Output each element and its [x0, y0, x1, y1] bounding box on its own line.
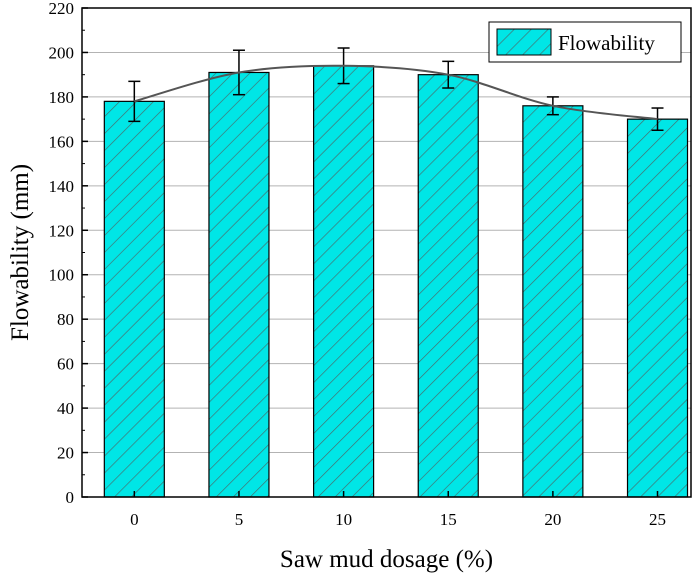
x-axis-ticks: 0 5 10 15 20 25 [130, 491, 666, 529]
x-tick-label: 5 [235, 510, 244, 529]
trend-line [134, 64, 658, 121]
bar [103, 100, 165, 498]
y-axis-ticks: 0 20 40 60 80 100 120 140 160 180 200 220 [49, 0, 88, 507]
plot-frame [81, 7, 692, 498]
bar [417, 74, 479, 498]
y-axis-title: Flowability (mm) [7, 164, 34, 341]
x-axis-title: Saw mud dosage (%) [280, 546, 493, 573]
y-tick-label: 140 [49, 177, 75, 196]
y-tick-label: 20 [57, 444, 74, 463]
bar [626, 118, 689, 498]
y-tick-label: 220 [49, 0, 75, 18]
bar [522, 105, 584, 498]
x-tick-label: 20 [544, 510, 561, 529]
bars [103, 65, 689, 498]
y-tick-label: 160 [49, 132, 75, 151]
y-tick-label: 0 [66, 488, 75, 507]
y-tick-label: 200 [49, 43, 75, 62]
legend-label: Flowability [558, 31, 655, 55]
y-tick-label: 80 [57, 310, 74, 329]
x-tick-label: 25 [649, 510, 666, 529]
y-tick-label: 60 [57, 355, 74, 374]
y-tick-label: 180 [49, 88, 75, 107]
legend-swatch [496, 28, 552, 56]
y-tick-label: 100 [49, 266, 75, 285]
bar [312, 65, 375, 498]
x-tick-label: 0 [130, 510, 139, 529]
x-tick-label: 10 [335, 510, 352, 529]
bar [208, 71, 270, 498]
x-tick-label: 15 [440, 510, 457, 529]
y-tick-label: 120 [49, 221, 75, 240]
legend: Flowability [488, 21, 682, 63]
y-tick-label: 40 [57, 399, 74, 418]
